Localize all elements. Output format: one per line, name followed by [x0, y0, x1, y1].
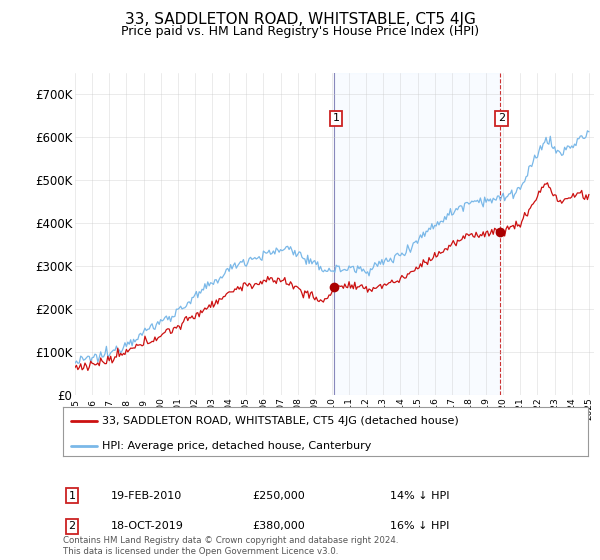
Text: 14% ↓ HPI: 14% ↓ HPI [390, 491, 449, 501]
Text: 16% ↓ HPI: 16% ↓ HPI [390, 521, 449, 531]
Text: 1: 1 [68, 491, 76, 501]
Text: Price paid vs. HM Land Registry's House Price Index (HPI): Price paid vs. HM Land Registry's House … [121, 25, 479, 38]
Text: 18-OCT-2019: 18-OCT-2019 [111, 521, 184, 531]
Text: 2: 2 [498, 113, 505, 123]
Text: £380,000: £380,000 [252, 521, 305, 531]
Bar [334, 73, 500, 395]
Text: £250,000: £250,000 [252, 491, 305, 501]
Text: Contains HM Land Registry data © Crown copyright and database right 2024.
This d: Contains HM Land Registry data © Crown c… [63, 536, 398, 556]
Text: 2: 2 [68, 521, 76, 531]
Text: 19-FEB-2010: 19-FEB-2010 [111, 491, 182, 501]
Text: 33, SADDLETON ROAD, WHITSTABLE, CT5 4JG: 33, SADDLETON ROAD, WHITSTABLE, CT5 4JG [125, 12, 475, 27]
Text: 33, SADDLETON ROAD, WHITSTABLE, CT5 4JG (detached house): 33, SADDLETON ROAD, WHITSTABLE, CT5 4JG … [103, 416, 459, 426]
Text: HPI: Average price, detached house, Canterbury: HPI: Average price, detached house, Cant… [103, 441, 372, 451]
Text: 1: 1 [332, 113, 340, 123]
